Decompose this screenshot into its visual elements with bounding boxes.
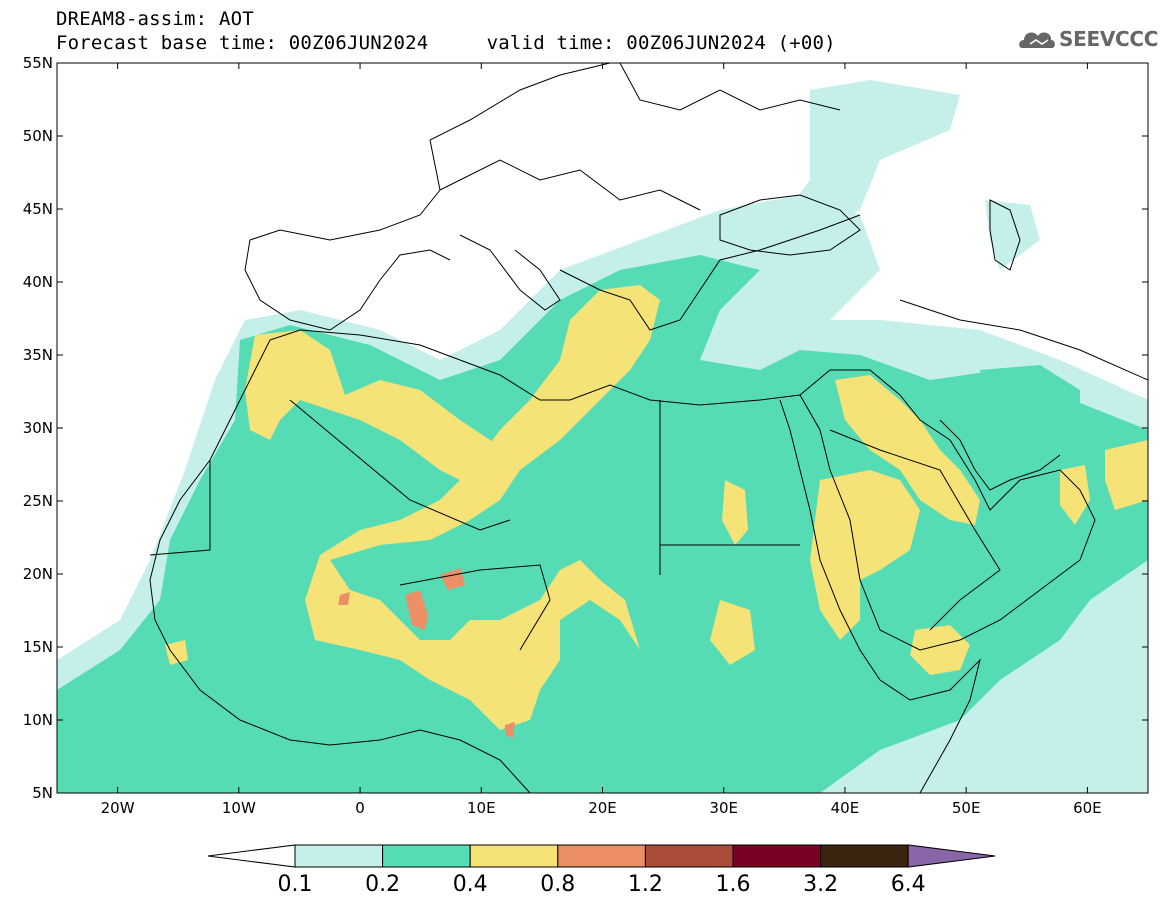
lat-label: 45N: [23, 200, 53, 218]
logo-text: SEEVCCC: [1059, 27, 1159, 51]
lon-label: 40E: [831, 799, 860, 817]
coastline-iberia: [244, 239, 451, 331]
coastline-horn-of-africa: [879, 658, 981, 793]
coastline-italy: [459, 234, 561, 311]
colorbar-swatch: [294, 844, 384, 868]
coastline-north-africa: [249, 329, 801, 406]
colorbar-over: [907, 844, 996, 868]
lat-label: 5N: [32, 784, 53, 802]
colorbar-swatch: [557, 844, 646, 868]
colorbar-tick-label: 1.2: [628, 872, 663, 897]
aot-contours: [57, 80, 1148, 793]
aot-field-medium-east: [980, 365, 1080, 420]
map-title: DREAM8-assim: AOT: [56, 8, 254, 30]
colorbar-swatch: [644, 844, 734, 868]
lon-label: 30E: [709, 799, 738, 817]
colorbar-swatches: [207, 844, 996, 868]
lon-label: 50E: [952, 799, 981, 817]
longitude-axis: 20W 10W 0 10E 20E 30E 40E 50E 60E: [101, 63, 1102, 817]
coastline-arabia: [799, 369, 1096, 651]
lon-label: 20W: [101, 799, 135, 817]
lon-label: 10E: [467, 799, 496, 817]
colorbar-labels: 0.1 0.2 0.4 0.8 1.2 1.6 3.2 6.4: [278, 872, 926, 897]
lat-label: 30N: [23, 419, 53, 437]
border-east-europe: [619, 63, 841, 111]
lat-label: 55N: [23, 54, 53, 72]
coastline-persian-gulf: [939, 419, 1061, 491]
colorbar-tick-label: 0.8: [540, 872, 575, 897]
colorbar-tick-label: 6.4: [891, 872, 926, 897]
colorbar-swatch: [382, 844, 471, 868]
colorbar-tick-label: 3.2: [803, 872, 838, 897]
forecast-time-line: Forecast base time: 00Z06JUN2024 valid t…: [56, 32, 836, 54]
lat-label: 20N: [23, 565, 53, 583]
lat-label: 10N: [23, 711, 53, 729]
aot-field-high-arabia: [835, 375, 980, 525]
colorbar-under: [207, 844, 296, 868]
border-niger-chad: [399, 564, 551, 651]
aot-field-high-sudan: [710, 600, 755, 665]
aot-field-high-somalia: [910, 625, 970, 675]
coastline-black-sea: [719, 194, 861, 256]
colorbar-swatch: [820, 844, 909, 868]
aot-field-low-north: [780, 80, 960, 230]
coastlines: [149, 63, 1148, 793]
colorbar-tick-label: 0.4: [453, 872, 488, 897]
aot-field-low-caspian: [985, 200, 1040, 270]
coastline-balkans: [559, 214, 861, 331]
aot-field-high-sahara: [305, 285, 660, 730]
colorbar-swatch: [732, 844, 822, 868]
colorbar-tick-label: 0.2: [365, 872, 400, 897]
lon-label: 0: [355, 799, 365, 817]
aot-field-very-high-4: [505, 722, 515, 738]
lat-label: 25N: [23, 492, 53, 510]
aot-field-high-gulf: [1060, 465, 1090, 525]
aot-field-high-east: [1105, 440, 1148, 510]
coastline-caspian: [989, 199, 1021, 271]
aot-field-high-egypt: [722, 480, 748, 545]
aot-field-very-high-2: [405, 590, 428, 630]
border-saudi: [829, 429, 1001, 631]
aot-field-high-redsea: [810, 470, 920, 640]
lat-label: 50N: [23, 127, 53, 145]
colorbar-swatch: [469, 844, 559, 868]
coastline-west-africa: [149, 379, 531, 793]
aot-field-high-nw: [245, 330, 510, 490]
colorbar-tick-label: 0.1: [278, 872, 313, 897]
seevccc-logo: [1019, 32, 1055, 48]
aot-field-very-high-3: [338, 592, 350, 605]
coastline-red-sea-west: [779, 399, 881, 681]
lat-label: 15N: [23, 638, 53, 656]
lat-label: 40N: [23, 273, 53, 291]
border-algeria-mali: [289, 399, 511, 531]
border-central-europe: [439, 159, 701, 211]
border-sahel: [149, 460, 211, 556]
lon-label: 20E: [588, 799, 617, 817]
coastline-iran: [899, 299, 1148, 381]
latitude-axis: 55N 50N 45N 40N 35N 30N 25N 20N 15N 10N 5N: [23, 54, 1148, 802]
aot-field-high-westafrica: [165, 640, 188, 665]
lat-label: 35N: [23, 346, 53, 364]
colorbar-tick-label: 1.6: [716, 872, 751, 897]
lon-label: 60E: [1073, 799, 1102, 817]
lon-label: 10W: [222, 799, 256, 817]
